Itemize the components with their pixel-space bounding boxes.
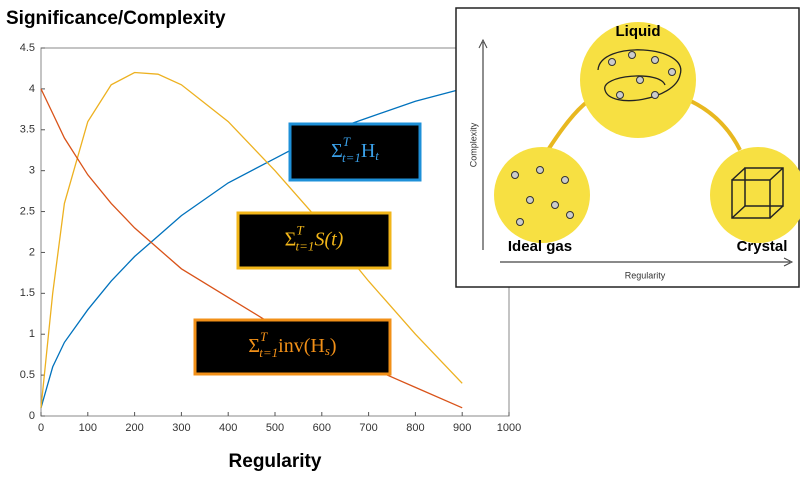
x-tick-label: 1000 [497,422,521,434]
gas-blob [494,147,590,243]
y-tick-label: 3 [29,165,35,177]
y-tick-label: 3.5 [20,124,35,136]
y-tick-label: 4.5 [20,42,35,54]
inset-y-label: Complexity [468,122,478,167]
state-label: Crystal [737,238,788,255]
x-axis-label: Regularity [229,451,322,472]
chart-title: Significance/Complexity [6,8,226,29]
annotation-part: T [296,222,304,237]
x-tick-label: 700 [359,422,377,434]
annotation-part: T [260,329,268,344]
state-label: Ideal gas [508,238,572,255]
y-tick-label: 1 [29,328,35,340]
x-tick-label: 100 [79,422,97,434]
y-tick-label: 1.5 [20,287,35,299]
annotation-part: T [343,134,351,149]
x-tick-label: 600 [313,422,331,434]
x-tick-label: 800 [406,422,424,434]
x-tick-label: 400 [219,422,237,434]
x-tick-label: 500 [266,422,284,434]
y-tick-label: 4 [29,83,35,95]
x-tick-label: 0 [38,422,44,434]
annotation-part: ) [330,335,337,357]
y-tick-label: 2 [29,246,35,258]
y-tick-label: 0.5 [20,369,35,381]
y-tick-label: 2.5 [20,205,35,217]
annotation-part: H [361,140,375,162]
annotation-part: t=1 [296,238,315,253]
inset-diagram: Complexity Regularity Liquid Ideal gas C… [456,8,800,287]
annotation-part: S(t) [314,228,343,250]
annotation-part: inv(H [278,335,325,357]
state-label: Liquid [616,23,661,40]
x-tick-label: 200 [125,422,143,434]
x-tick-label: 300 [172,422,190,434]
annotation-part: t=1 [259,345,278,360]
x-tick-label: 900 [453,422,471,434]
chart: Significance/Complexity Regularity 0 0.5 1… [0,0,800,476]
inset-x-label: Regularity [625,270,666,280]
annotation-part: t [375,148,379,163]
annotation-part: t=1 [342,150,361,165]
y-tick-label: 0 [29,410,35,422]
